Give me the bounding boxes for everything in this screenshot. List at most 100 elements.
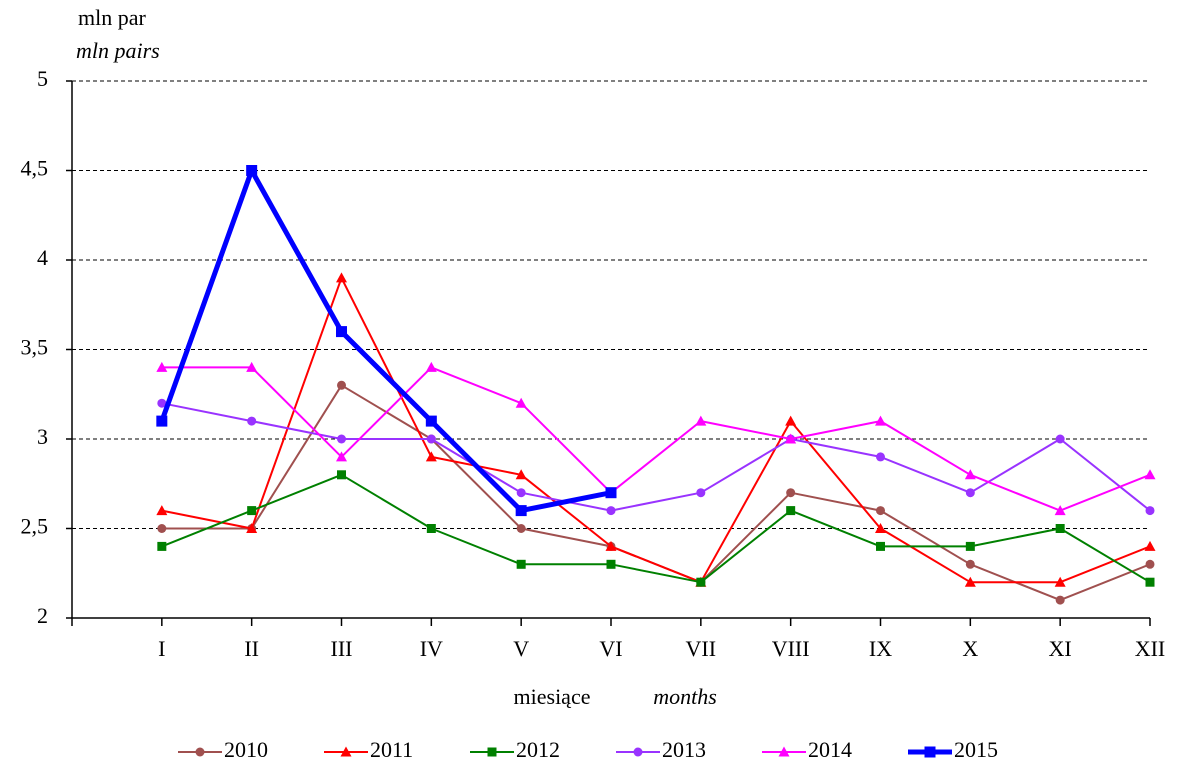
- marker: [515, 469, 527, 480]
- marker: [426, 434, 436, 444]
- marker: [1145, 559, 1155, 569]
- series-line: [161, 473, 1151, 584]
- marker: [1054, 576, 1066, 587]
- marker: [786, 488, 796, 498]
- marker: [696, 577, 706, 587]
- marker: [336, 272, 347, 283]
- marker: [606, 559, 616, 569]
- x-tick-label: V: [513, 636, 529, 661]
- legend-label: 2013: [662, 737, 706, 762]
- marker: [786, 506, 796, 516]
- marker: [1145, 506, 1155, 516]
- x-tick-label: XI: [1049, 636, 1072, 661]
- y-tick-label: 4: [37, 245, 48, 270]
- marker: [515, 505, 527, 517]
- marker: [336, 451, 347, 462]
- marker: [1144, 469, 1156, 480]
- y-tick-label: 4,5: [21, 156, 49, 181]
- marker: [606, 506, 616, 516]
- marker: [965, 559, 975, 569]
- x-tick-label: IX: [869, 636, 892, 661]
- marker: [516, 524, 526, 533]
- x-tick-label: XII: [1135, 636, 1166, 661]
- marker: [516, 559, 526, 569]
- y-tick-label: 3: [37, 424, 48, 449]
- marker: [876, 452, 885, 462]
- marker: [157, 398, 167, 408]
- marker: [156, 361, 168, 372]
- x-tick-label: IV: [420, 636, 443, 661]
- legend-marker: [487, 747, 497, 757]
- marker: [157, 541, 167, 551]
- marker: [1055, 524, 1065, 533]
- marker: [965, 541, 975, 551]
- series-line: [161, 384, 1151, 602]
- marker: [964, 576, 976, 587]
- marker: [876, 506, 885, 516]
- marker: [965, 488, 975, 498]
- marker: [515, 397, 527, 408]
- marker: [426, 524, 436, 533]
- marker: [425, 451, 437, 462]
- marker: [516, 488, 526, 498]
- x-tick-label: III: [331, 636, 353, 661]
- marker: [875, 415, 886, 426]
- x-axis-label-en: months: [653, 684, 717, 709]
- marker: [785, 415, 797, 426]
- marker: [156, 505, 168, 516]
- series-line: [161, 276, 1151, 584]
- legend-label: 2010: [224, 737, 268, 762]
- x-tick-label: VII: [686, 636, 717, 661]
- marker: [785, 433, 797, 444]
- y-tick-label: 2,5: [21, 514, 49, 539]
- legend-label: 2011: [370, 737, 413, 762]
- legend-marker: [924, 746, 936, 758]
- marker: [247, 506, 257, 516]
- marker: [246, 523, 258, 533]
- marker: [695, 415, 707, 426]
- series-line: [159, 168, 612, 514]
- marker: [337, 380, 346, 390]
- marker: [337, 434, 346, 444]
- y-tick-label: 3,5: [21, 335, 49, 360]
- y-axis-label: mln par: [78, 5, 146, 30]
- legend-label: 2012: [516, 737, 560, 762]
- marker: [337, 470, 346, 480]
- series-line: [161, 402, 1151, 512]
- x-tick-label: VI: [599, 636, 622, 661]
- legend-marker: [778, 746, 790, 757]
- x-tick-label: VIII: [772, 636, 810, 661]
- marker: [246, 361, 258, 372]
- legend-marker: [195, 747, 205, 757]
- marker: [1055, 595, 1065, 605]
- legend-label: 2015: [954, 737, 998, 762]
- legend-marker: [633, 747, 643, 757]
- marker: [1144, 540, 1156, 551]
- marker: [876, 541, 885, 551]
- marker: [246, 165, 258, 176]
- marker: [1054, 505, 1066, 516]
- legend-marker: [340, 746, 352, 757]
- marker: [156, 415, 168, 427]
- y-tick-label: 2: [37, 603, 48, 628]
- marker: [1055, 434, 1065, 444]
- y-axis-label-en: mln pairs: [76, 38, 160, 63]
- x-tick-label: X: [962, 636, 978, 661]
- legend-label: 2014: [808, 737, 852, 762]
- marker: [157, 524, 167, 533]
- marker: [605, 540, 617, 551]
- series-line: [161, 366, 1151, 512]
- marker: [425, 415, 437, 427]
- marker: [1145, 577, 1155, 587]
- y-tick-label: 5: [37, 66, 48, 91]
- marker: [425, 361, 437, 372]
- x-axis-label: miesiące: [514, 684, 591, 709]
- marker: [247, 416, 257, 426]
- marker: [336, 326, 347, 338]
- x-tick-label: II: [244, 636, 259, 661]
- marker: [605, 487, 617, 499]
- marker: [875, 523, 886, 533]
- marker: [964, 469, 976, 480]
- marker: [696, 488, 706, 498]
